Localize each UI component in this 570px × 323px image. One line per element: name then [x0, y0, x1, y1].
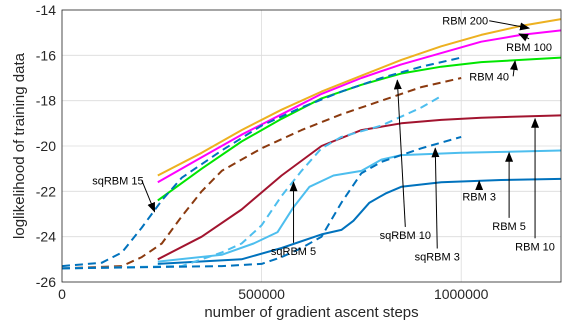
annotation-label: sqRBM 10 [380, 230, 431, 242]
series-line-rbm-10 [157, 114, 562, 261]
annotation-label: RBM 3 [462, 191, 496, 203]
annotation-label: sqRBM 3 [415, 251, 460, 263]
series-line-sqrbm-10 [61, 77, 462, 270]
y-tick-label: -18 [36, 93, 56, 109]
y-axis-label: loglikelihood of training data [11, 52, 28, 239]
series-line-sqrbm-15 [61, 56, 462, 268]
series-line-rbm-200 [157, 18, 562, 177]
annotation-label: sqRBM 15 [92, 176, 143, 188]
y-tick-label: -20 [36, 138, 56, 154]
x-tick-label: 500000 [238, 286, 285, 302]
y-tick-label: -14 [36, 2, 56, 18]
annotation-arrow [431, 147, 440, 249]
annotation-label: RBM 10 [515, 241, 555, 253]
annotation-label: sqRBM 5 [271, 246, 316, 258]
annotation-arrow [509, 60, 518, 77]
annotation-label: RBM 40 [469, 71, 509, 83]
y-tick-label: -22 [36, 183, 56, 199]
y-tick-label: -24 [36, 229, 56, 245]
annotation-arrow [489, 20, 531, 31]
annotation-label: RBM 100 [506, 42, 552, 54]
series-line-rbm-5 [157, 149, 562, 263]
x-tick-label: 1000000 [434, 286, 489, 302]
tick-labels: 0 500000 1000000 -26 -24 -22 -20 -18 -16 -14 [36, 2, 489, 302]
annotation-arrow [393, 79, 406, 227]
plot-frame [61, 9, 562, 283]
annotation-arrow [141, 180, 156, 213]
series-line-rbm-100 [157, 29, 562, 184]
annotation-arrow [518, 33, 530, 42]
y-tick-label: -26 [36, 274, 56, 290]
annotation-label: RBM 5 [492, 221, 526, 233]
annotations-group: RBM 200 RBM 100 RBM 40 RBM 3 RBM 5 RBM 10 sqRB… [92, 16, 555, 264]
x-tick-label: 0 [58, 286, 66, 302]
y-tick-label: -16 [36, 47, 56, 63]
x-axis-label: number of gradient ascent steps [204, 304, 418, 321]
annotation-label: RBM 200 [442, 16, 488, 28]
series-line-rbm-40 [157, 56, 562, 202]
series-line-rbm-3 [157, 177, 562, 265]
series-group [61, 18, 562, 270]
